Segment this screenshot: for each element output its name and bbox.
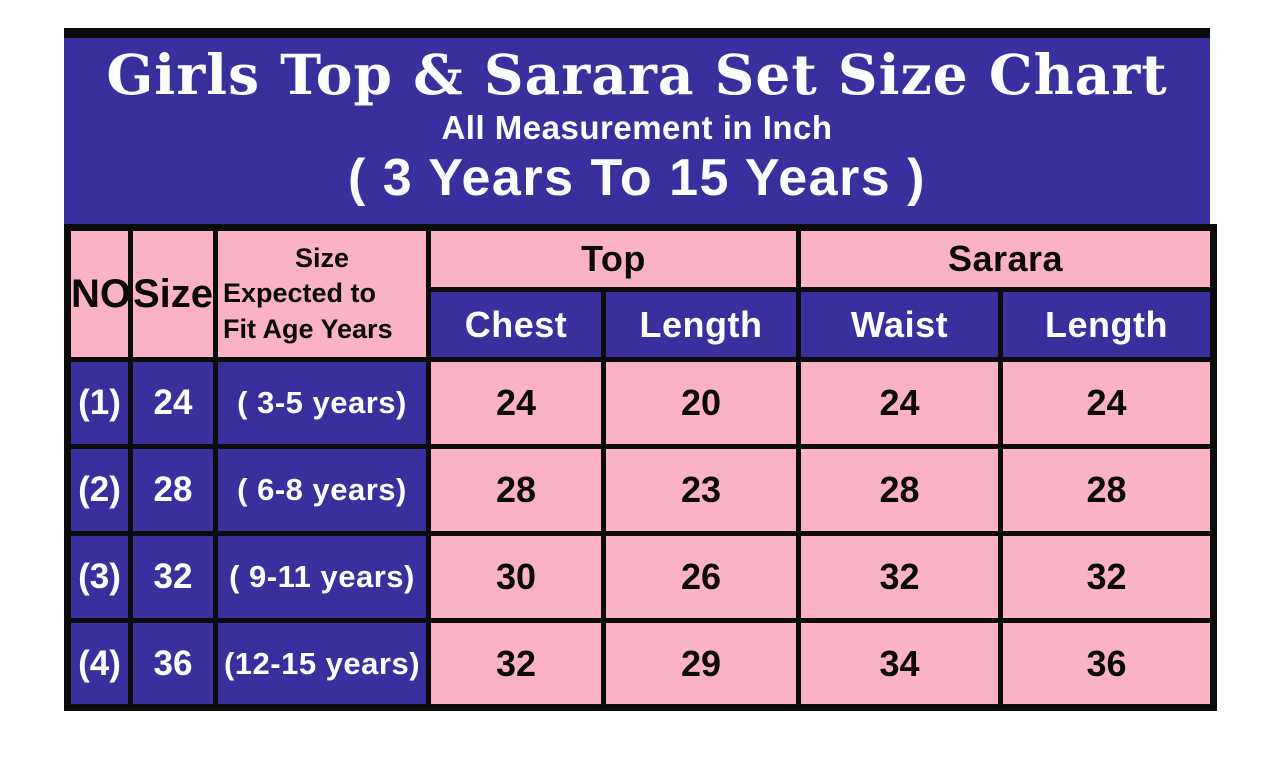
cell-sarara-length: 28 <box>997 444 1217 536</box>
cell-no: (2) <box>65 444 133 536</box>
measurement-unit-note: All Measurement in Inch <box>441 108 833 146</box>
age-header-line: Size <box>294 243 350 274</box>
chart-title: Girls Top & Sarara Set Size Chart <box>106 42 1168 107</box>
cell-top-length: 20 <box>601 357 801 449</box>
cell-age: (12-15 years) <box>213 618 431 710</box>
col-group-top: Top <box>426 225 801 292</box>
cell-no: (3) <box>65 531 133 623</box>
table-row: (4) 36 (12-15 years) 32 29 34 36 <box>65 618 1217 710</box>
cell-age: ( 6-8 years) <box>213 444 431 536</box>
col-header-top-length: Length <box>601 287 801 362</box>
col-header-no: NO <box>65 225 133 362</box>
col-header-sarara-length: Length <box>997 287 1217 362</box>
cell-size: 36 <box>128 618 218 710</box>
col-header-size: Size <box>128 225 218 362</box>
age-header-line: Fit Age Years <box>223 313 393 344</box>
age-header-line: Expected to <box>223 278 377 309</box>
cell-top-chest: 24 <box>426 357 606 449</box>
cell-top-chest: 28 <box>426 444 606 536</box>
cell-no: (1) <box>65 357 133 449</box>
cell-sarara-length: 24 <box>997 357 1217 449</box>
sub-header-row: Chest Length Waist Length <box>68 287 1217 362</box>
table-row: (2) 28 ( 6-8 years) 28 23 28 28 <box>65 444 1217 536</box>
cell-sarara-waist: 24 <box>796 357 1003 449</box>
col-group-sarara: Sarara <box>795 225 1217 292</box>
cell-sarara-waist: 32 <box>796 531 1003 623</box>
cell-top-length: 26 <box>601 531 801 623</box>
col-header-chest: Chest <box>426 287 606 362</box>
cell-sarara-length: 32 <box>997 531 1217 623</box>
cell-sarara-waist: 34 <box>796 618 1003 710</box>
col-header-age: Size Expected to Fit Age Years <box>213 225 431 362</box>
cell-no: (4) <box>65 618 133 710</box>
size-chart-graphic: Girls Top & Sarara Set Size Chart All Me… <box>64 28 1218 711</box>
cell-size: 24 <box>128 357 218 449</box>
size-table: NO Size Size Expected to Fit Age Years T… <box>64 224 1218 711</box>
cell-sarara-waist: 28 <box>796 444 1003 536</box>
cell-sarara-length: 36 <box>997 618 1217 710</box>
age-range-note: ( 3 Years To 15 Years ) <box>348 148 926 207</box>
cell-top-chest: 30 <box>426 531 606 623</box>
table-row: (3) 32 ( 9-11 years) 30 26 32 32 <box>65 531 1217 623</box>
cell-top-length: 29 <box>601 618 801 710</box>
group-header-row: NO Size Size Expected to Fit Age Years T… <box>65 225 1217 362</box>
col-header-waist: Waist <box>796 287 1003 362</box>
cell-top-chest: 32 <box>426 618 606 710</box>
cell-top-length: 23 <box>601 444 801 536</box>
table-row: (1) 24 ( 3-5 years) 24 20 24 24 <box>65 357 1217 449</box>
title-banner: Girls Top & Sarara Set Size Chart All Me… <box>64 28 1210 224</box>
cell-age: ( 3-5 years) <box>213 357 431 449</box>
cell-size: 32 <box>128 531 218 623</box>
cell-size: 28 <box>128 444 218 536</box>
cell-age: ( 9-11 years) <box>213 531 431 623</box>
